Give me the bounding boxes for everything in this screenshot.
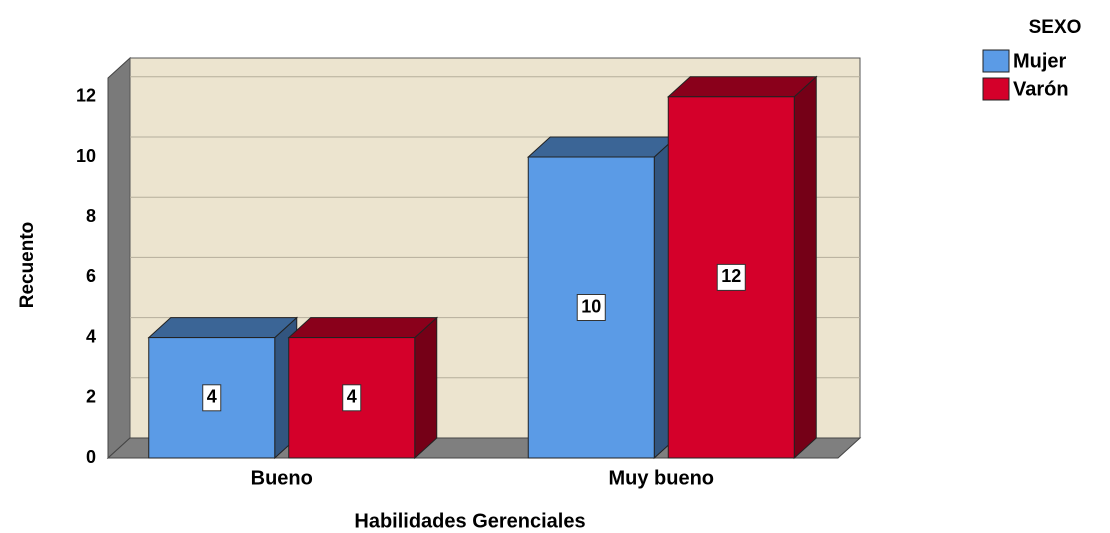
y-tick-label: 10 xyxy=(76,146,96,166)
legend-swatch xyxy=(982,49,1010,73)
legend-label: Mujer xyxy=(1013,50,1067,72)
data-label: 10 xyxy=(581,296,601,316)
data-label-box xyxy=(202,384,222,412)
y-tick-label: 12 xyxy=(76,86,96,106)
bar-top xyxy=(287,317,439,339)
bar-top xyxy=(666,76,818,98)
y-axis-title: Recuento xyxy=(17,222,38,309)
data-label-box xyxy=(342,384,362,412)
data-label: 4 xyxy=(347,387,357,407)
data-label-box xyxy=(576,294,606,321)
side-wall xyxy=(107,56,131,460)
y-tick-label: 6 xyxy=(86,266,96,286)
x-tick-label: Bueno xyxy=(251,467,313,489)
data-label: 4 xyxy=(207,387,217,407)
y-tick-label: 2 xyxy=(86,387,96,407)
bar-top xyxy=(526,136,678,158)
y-tick-label: 8 xyxy=(86,206,96,226)
data-label: 12 xyxy=(721,266,741,286)
x-axis-title: Habilidades Gerenciales xyxy=(354,510,585,532)
legend-title: SEXO xyxy=(1029,17,1082,38)
y-tick-label: 4 xyxy=(86,326,96,346)
y-tick-label: 0 xyxy=(86,447,96,467)
legend-label: Varón xyxy=(1013,78,1069,100)
bar-top xyxy=(147,317,299,339)
x-tick-label: Muy bueno xyxy=(608,467,714,489)
legend-swatch xyxy=(982,77,1010,101)
data-label-box xyxy=(716,263,746,291)
bar-side xyxy=(414,316,438,460)
bar-side xyxy=(793,75,817,460)
